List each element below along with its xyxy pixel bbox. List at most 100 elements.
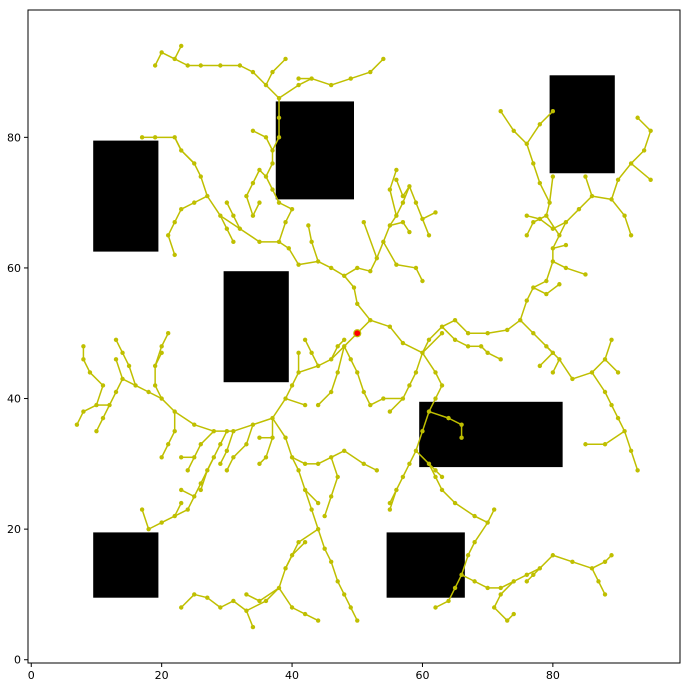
tree-node [315,618,321,623]
tree-node [198,442,203,447]
tree-edge [232,443,247,458]
tree-node [342,273,347,278]
tree-node [524,298,529,303]
tree-edge [278,201,293,210]
tree-edge [421,339,430,354]
tree-node [250,128,256,134]
tree-edge [330,345,345,360]
tree-node [172,220,177,225]
tree-node [159,520,164,525]
tree-node [589,193,595,199]
tree-edge [630,149,645,164]
tree-edge [265,176,274,190]
tree-node [192,422,197,427]
tree-edge [402,385,411,399]
tree-edge [245,424,254,445]
tree-node [296,350,301,356]
tree-edge [193,163,202,177]
tree-node [283,435,288,440]
tree-edge [121,352,130,367]
tree-node [381,239,386,245]
tree-node [159,455,164,460]
tree-edge [519,300,528,321]
tree-node [550,246,556,251]
tree-node [231,239,236,245]
tree-node [94,428,99,434]
tree-node [342,344,347,349]
tree-edge [415,267,424,282]
tree-node [218,63,223,68]
tree-node [296,76,301,81]
tree-edge [604,391,613,406]
tree-node [368,69,373,75]
tree-edge [330,457,339,478]
tree-node [355,265,360,271]
tree-node [459,422,464,427]
tree-edge [526,567,541,576]
tree-node [439,324,445,329]
tree-node [152,363,158,369]
tree-node [531,161,536,166]
tree-node [498,592,503,597]
tree-edge [226,456,235,471]
tree-edge [233,423,254,432]
tree-node [179,500,184,506]
tree-node [113,337,119,342]
tree-node [179,206,184,212]
tree-node [328,265,334,271]
tree-node [276,200,282,205]
tree-node [286,246,291,251]
tree-node [257,598,262,604]
x-tick-label: 60 [415,669,429,682]
tree-edge [558,221,567,236]
tree-node [289,553,295,558]
tree-edge [545,202,551,216]
tree-edge [421,411,430,432]
tree-node [302,461,308,467]
tree-edge [552,359,561,373]
tree-node [394,213,399,218]
tree-node [439,474,445,480]
tree-node [315,461,321,467]
tree-edge [115,378,124,393]
tree-node [276,585,282,591]
tree-edge [506,319,521,331]
tree-node [537,180,543,186]
tree-edge [297,470,306,491]
tree-edge [265,71,274,86]
tree-node [615,415,621,421]
tree-edge [154,352,163,367]
tree-node [152,383,158,388]
tree-node [192,592,197,597]
tree-edge [232,215,241,230]
tree-edge [95,417,104,432]
tree-node [472,579,477,584]
tree-node [563,265,569,271]
tree-edge [389,398,404,413]
tree-node [491,507,497,512]
tree-node [485,331,490,336]
tree-node [126,363,132,369]
tree-edge [148,521,162,530]
tree-node [641,148,647,153]
tree-edge [265,137,274,151]
tree-node [263,82,269,88]
tree-edge [363,463,378,472]
tree-edge [265,84,280,99]
tree-edge [565,208,580,223]
tree-edge [584,176,593,197]
tree-edge [591,567,600,582]
tree-edge [336,346,345,373]
tree-node [302,337,308,342]
tree-edge [395,202,404,217]
tree-edge [454,502,476,517]
tree-node [524,579,529,584]
tree-edge [356,372,365,393]
tree-node [231,455,236,460]
tree-edge [545,215,561,236]
tree-node [635,468,640,473]
tree-node [602,592,608,597]
tree-node [263,174,269,179]
tree-edge [239,64,254,73]
tree-edge [167,430,176,445]
